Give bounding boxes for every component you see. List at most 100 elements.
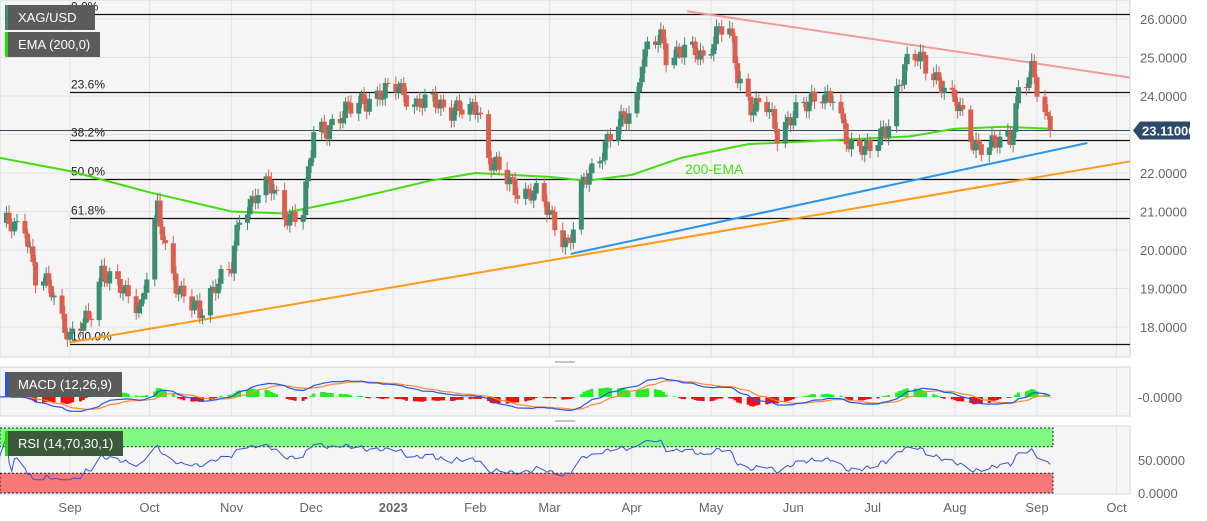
candle — [531, 185, 537, 209]
candle-body — [30, 246, 36, 263]
candle-body — [764, 102, 770, 113]
macd-histogram-bar — [979, 397, 983, 404]
candle-body — [173, 273, 179, 294]
candle-body — [414, 98, 420, 105]
candle-body — [46, 273, 52, 286]
candle-body — [735, 63, 741, 84]
candle — [652, 36, 658, 49]
y-tick-label: 20.0000 — [1140, 243, 1187, 258]
legend-ema[interactable]: EMA (200,0) — [5, 32, 101, 57]
candle — [581, 172, 587, 189]
candle-body — [941, 87, 947, 94]
candle — [674, 40, 680, 66]
candle-body — [533, 183, 539, 194]
ema-200-line — [0, 125, 1051, 215]
candle — [401, 77, 407, 103]
macd-histogram-bar — [439, 397, 443, 401]
candle-body — [531, 193, 537, 201]
macd-histogram-bar — [561, 397, 565, 400]
candle — [141, 285, 147, 304]
candle-body — [711, 44, 717, 55]
candle-body — [358, 93, 364, 103]
legend-macd[interactable]: MACD (12,26,9) — [5, 372, 122, 397]
candle — [544, 194, 550, 223]
candle — [319, 118, 325, 140]
candle — [764, 96, 770, 117]
macd-histogram-bar — [805, 395, 809, 397]
macd-histogram-bar — [492, 397, 496, 404]
candle — [886, 119, 892, 146]
candle-body — [562, 237, 568, 248]
candle-body — [430, 93, 436, 95]
legend-symbol[interactable]: XAG/USD — [5, 5, 95, 30]
macd-histogram-bar — [770, 397, 774, 403]
rsi-axis-label: 50.0000 — [1138, 453, 1185, 468]
candle-body — [801, 101, 807, 103]
macd-histogram-bar — [434, 397, 438, 401]
candle-body — [867, 140, 873, 151]
candle-body — [896, 84, 902, 87]
candle — [234, 219, 240, 252]
candle — [735, 56, 741, 89]
candle-body — [162, 239, 168, 244]
macd-histogram-bar — [767, 397, 771, 404]
candle — [515, 187, 521, 205]
macd-histogram-bar — [656, 389, 660, 397]
candle — [125, 277, 131, 304]
candle-body — [997, 136, 1003, 148]
candle — [896, 79, 902, 92]
candle-body — [568, 240, 574, 243]
candle — [245, 207, 251, 231]
macd-histogram-bar — [219, 395, 223, 397]
candle-body — [976, 139, 982, 145]
candle — [43, 267, 49, 288]
candle — [385, 78, 391, 88]
candle — [923, 51, 929, 81]
candle-body — [992, 135, 998, 142]
macd-histogram-bar — [341, 394, 345, 397]
macd-histogram-bar — [1006, 397, 1010, 398]
candle — [25, 228, 31, 254]
candle — [880, 120, 886, 137]
candle — [115, 264, 121, 286]
candle-body — [952, 89, 958, 102]
candle — [348, 95, 354, 118]
candle — [377, 83, 383, 106]
candle — [806, 94, 812, 119]
candle-body — [456, 100, 462, 110]
macd-histogram-bar — [383, 397, 387, 399]
macd-histogram-bar — [436, 397, 440, 401]
legend-rsi[interactable]: RSI (14,70,30,1) — [5, 431, 124, 456]
macd-histogram-bar — [304, 397, 308, 400]
candle — [11, 217, 17, 236]
candle — [207, 284, 213, 323]
rsi-oversold-zone — [0, 472, 1054, 494]
candle — [941, 80, 947, 100]
candle — [708, 48, 714, 59]
macd-histogram-bar — [844, 397, 848, 399]
candle-body — [263, 176, 269, 196]
macd-histogram-bar — [182, 397, 186, 401]
candle — [867, 136, 873, 159]
candle-body — [902, 64, 908, 85]
candle-body — [515, 195, 521, 199]
candle-body — [811, 91, 817, 102]
macd-histogram-bar — [320, 391, 324, 397]
candle — [883, 123, 889, 142]
macd-histogram-bar — [264, 389, 268, 397]
candle-body — [589, 163, 595, 174]
candle — [713, 19, 719, 51]
rsi-line — [0, 436, 1051, 481]
candle — [30, 238, 36, 266]
macd-histogram-bar — [730, 397, 734, 399]
macd-histogram-bar — [860, 397, 864, 401]
candle-body — [729, 28, 735, 36]
candle-body — [841, 113, 847, 124]
candle — [695, 47, 701, 66]
macd-histogram-bar — [823, 394, 827, 397]
macd-histogram-bar — [489, 397, 493, 403]
candle — [766, 101, 772, 119]
candle — [403, 87, 409, 111]
macd-histogram-bar — [442, 397, 446, 401]
